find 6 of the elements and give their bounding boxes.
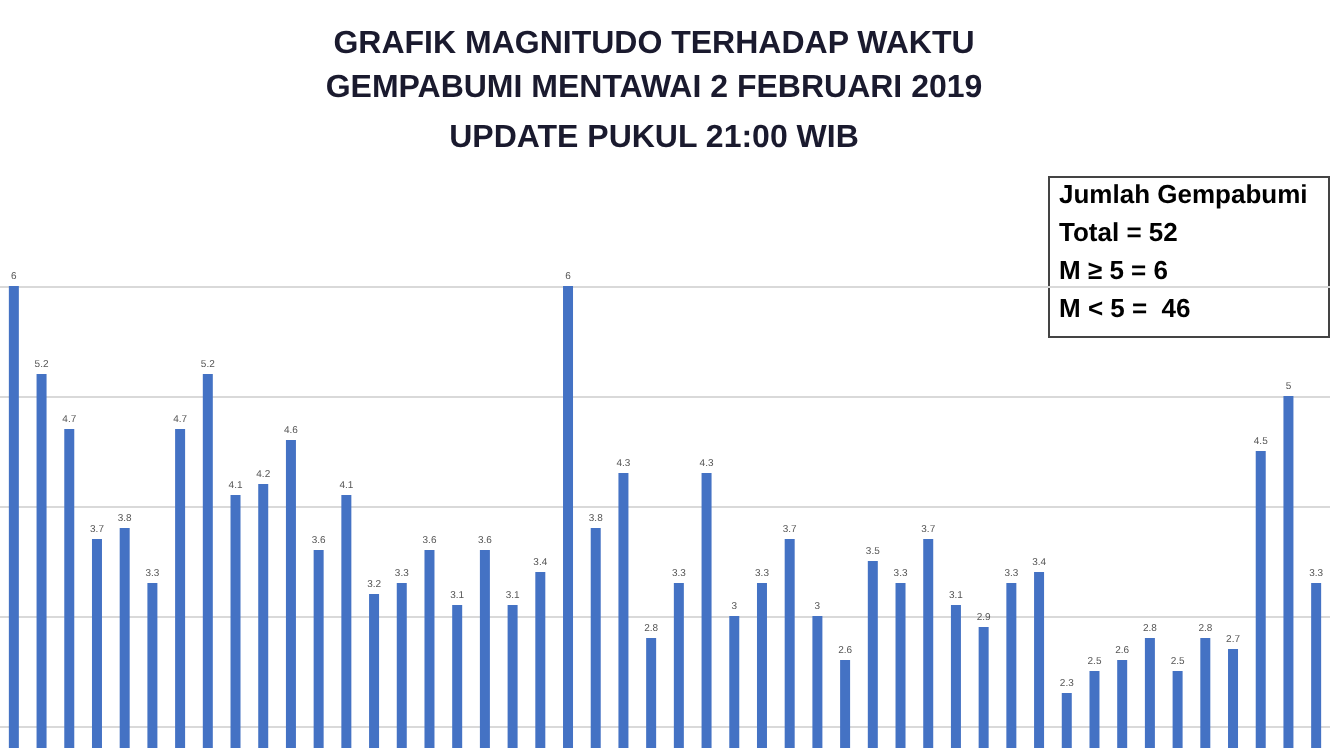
annotation: M ≥ 5 = 6	[1059, 255, 1168, 285]
chart-subtitle: UPDATE PUKUL 21:00 WIB	[449, 121, 859, 155]
annotation: M < 5 = 46	[1059, 293, 1191, 323]
annotation: Total = 52	[1059, 217, 1178, 247]
chart-title: GRAFIK MAGNITUDO TERHADAP WAKTU GEMPABUMI MENTAWAI 2 FEBRUARI 2019	[325, 27, 983, 105]
annotation: Jumlah Gempabumi	[1059, 179, 1308, 209]
